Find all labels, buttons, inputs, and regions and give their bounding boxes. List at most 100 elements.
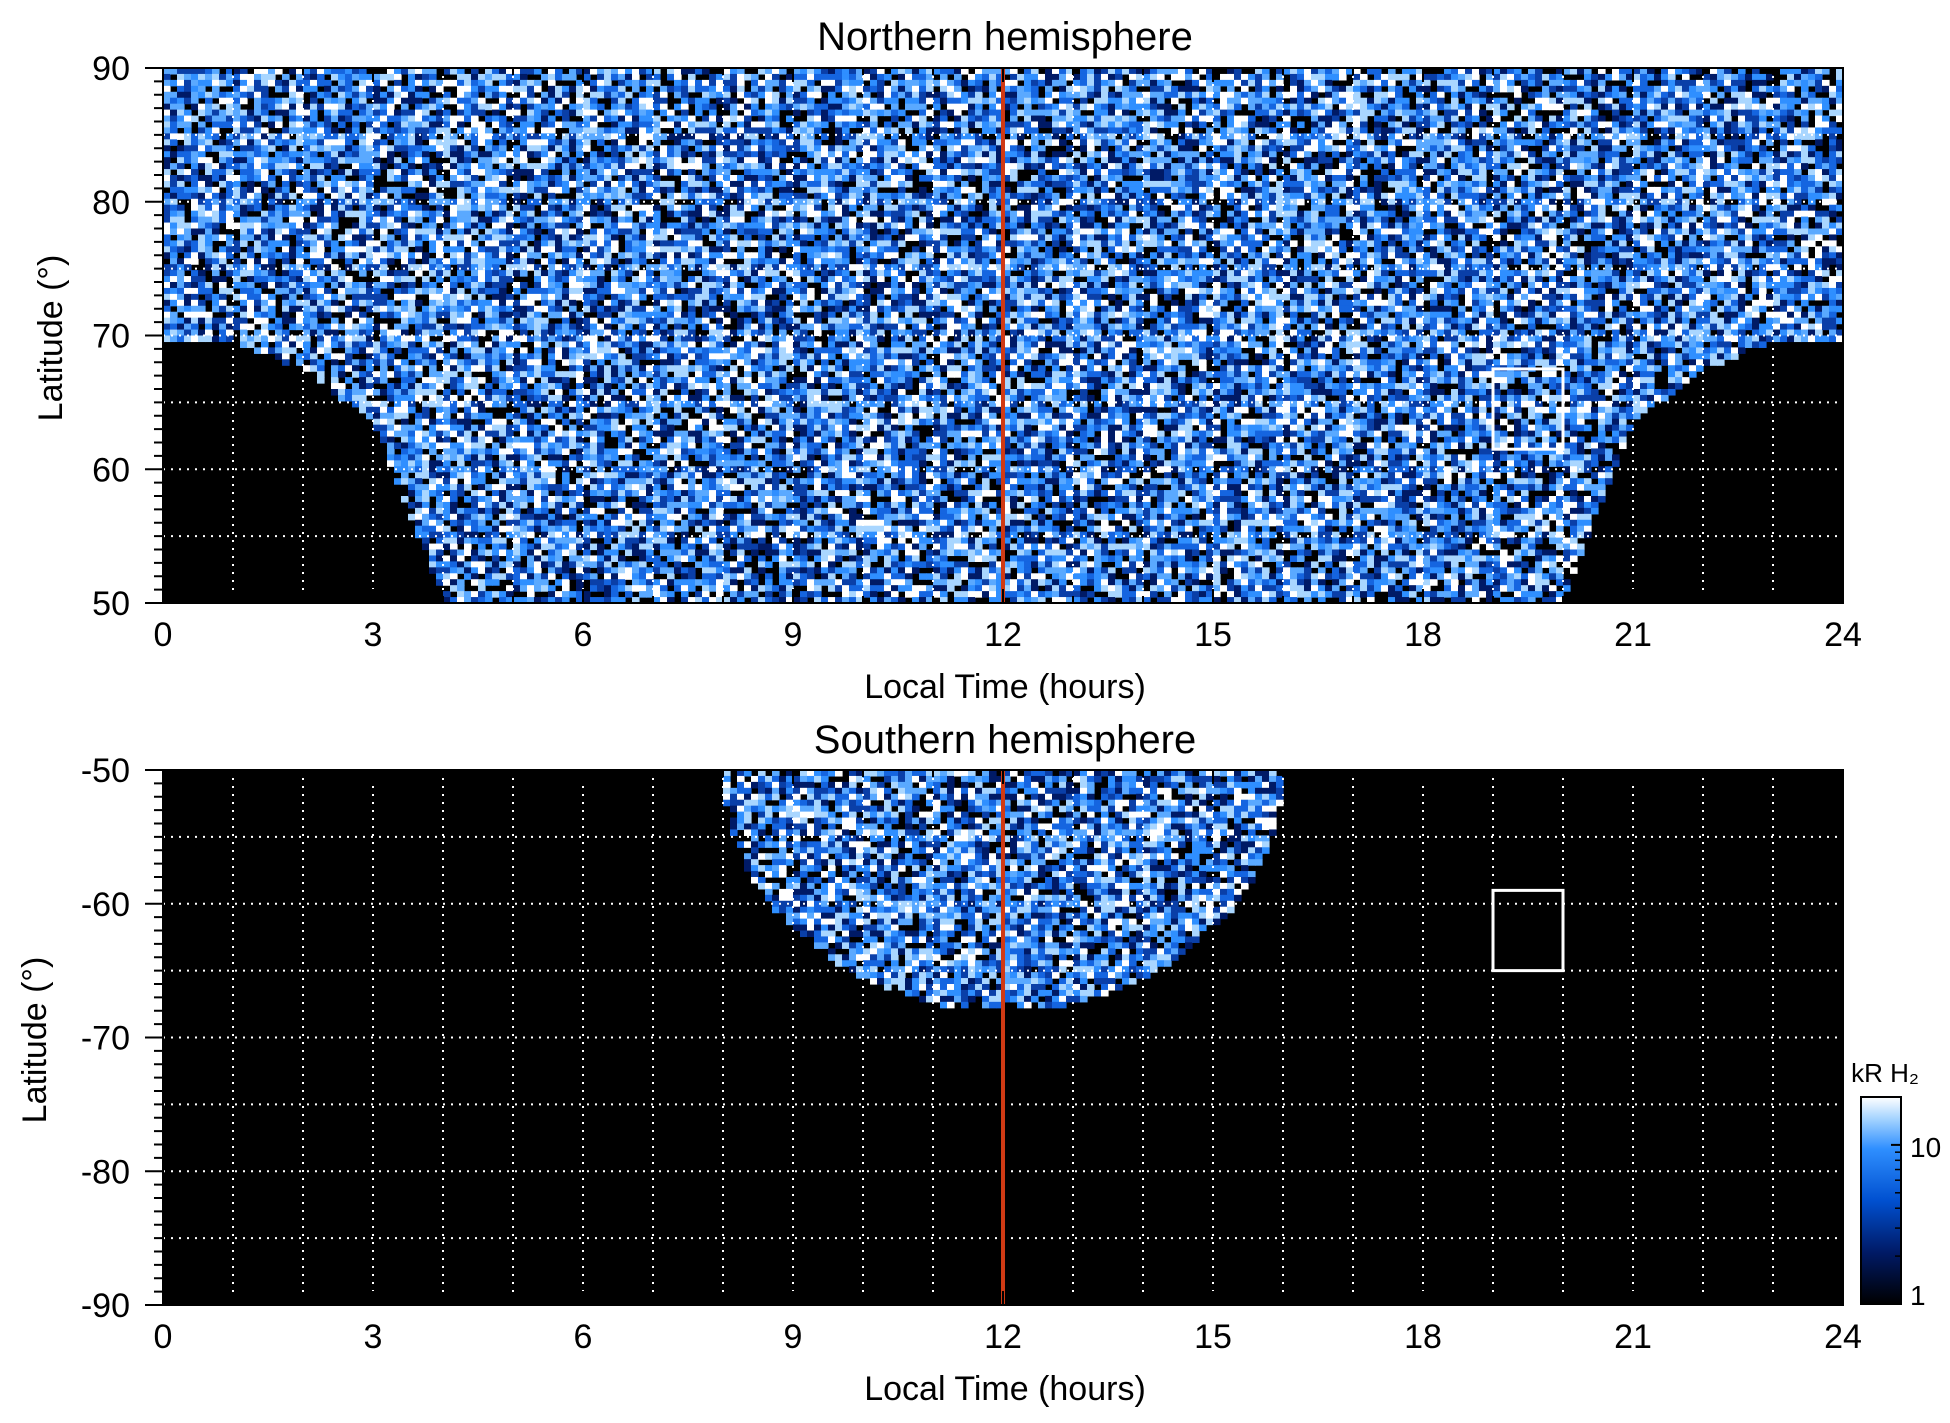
north-emission-cell xyxy=(625,490,633,497)
north-emission-cell xyxy=(534,567,542,574)
north-emission-cell xyxy=(548,252,556,259)
north-emission-cell xyxy=(331,157,339,164)
north-emission-cell xyxy=(667,478,675,485)
north-emission-cell xyxy=(394,478,402,485)
north-emission-cell xyxy=(422,519,430,527)
north-emission-cell xyxy=(688,573,696,580)
north-emission-cell xyxy=(492,400,500,408)
north-emission-cell xyxy=(240,109,248,117)
north-emission-cell xyxy=(233,121,241,129)
north-emission-cell xyxy=(611,145,619,152)
north-emission-cell xyxy=(730,264,738,271)
north-emission-cell xyxy=(597,252,605,259)
north-emission-cell xyxy=(639,311,647,319)
north-emission-cell xyxy=(478,543,486,551)
north-emission-cell xyxy=(541,424,549,432)
north-emission-cell xyxy=(527,222,535,230)
north-emission-cell xyxy=(387,204,395,212)
north-emission-cell xyxy=(359,270,367,277)
north-emission-cell xyxy=(303,186,311,194)
north-emission-cell xyxy=(198,127,206,134)
north-emission-cell xyxy=(457,145,465,152)
north-emission-cell xyxy=(345,276,353,283)
north-emission-cell xyxy=(611,377,619,384)
north-emission-cell xyxy=(401,109,409,117)
north-emission-cell xyxy=(198,240,206,247)
north-emission-cell xyxy=(401,103,409,111)
north-emission-cell xyxy=(485,591,493,598)
north-emission-cell xyxy=(597,549,605,557)
north-emission-cell xyxy=(688,436,696,444)
north-emission-cell xyxy=(499,371,507,378)
north-emission-cell xyxy=(534,329,542,337)
north-emission-cell xyxy=(674,418,682,426)
north-emission-cell xyxy=(443,264,451,271)
north-emission-cell xyxy=(681,329,689,337)
north-emission-cell xyxy=(373,347,381,354)
north-emission-cell xyxy=(723,234,731,241)
north-emission-cell xyxy=(541,573,549,580)
north-emission-cell xyxy=(331,115,339,123)
north-emission-cell xyxy=(660,276,668,283)
north-emission-cell xyxy=(674,139,682,146)
north-emission-cell xyxy=(548,454,556,461)
north-emission-cell xyxy=(184,264,192,271)
north-emission-cell xyxy=(688,424,696,432)
north-emission-cell xyxy=(730,460,738,467)
north-emission-cell xyxy=(429,210,437,218)
north-emission-cell xyxy=(625,73,633,81)
north-emission-cell xyxy=(457,151,465,158)
north-emission-cell xyxy=(513,377,521,384)
north-emission-cell xyxy=(205,329,213,337)
north-emission-cell xyxy=(310,133,318,140)
north-emission-cell xyxy=(170,151,178,158)
north-emission-cell xyxy=(471,109,479,117)
north-emission-cell xyxy=(716,234,724,241)
north-emission-cell xyxy=(254,91,262,99)
north-emission-cell xyxy=(499,347,507,354)
north-emission-cell xyxy=(205,68,213,75)
north-emission-cell xyxy=(611,543,619,551)
north-emission-cell xyxy=(471,507,479,515)
north-emission-cell xyxy=(513,151,521,158)
north-emission-cell xyxy=(653,490,661,497)
north-emission-cell xyxy=(520,192,528,200)
north-emission-cell xyxy=(569,519,577,527)
north-emission-cell xyxy=(310,323,318,331)
north-emission-cell xyxy=(583,365,591,372)
north-emission-cell xyxy=(506,365,514,372)
north-emission-cell xyxy=(408,347,416,354)
north-emission-cell xyxy=(625,311,633,319)
north-emission-cell xyxy=(359,139,367,146)
north-emission-cell xyxy=(464,371,472,378)
north-emission-cell xyxy=(275,210,283,218)
north-emission-cell xyxy=(723,228,731,236)
north-emission-cell xyxy=(499,591,507,598)
north-emission-cell xyxy=(541,418,549,426)
north-emission-cell xyxy=(576,406,584,414)
north-emission-cell xyxy=(282,347,290,354)
north-emission-cell xyxy=(457,139,465,146)
north-emission-cell xyxy=(527,127,535,134)
north-emission-cell xyxy=(632,543,640,551)
north-emission-cell xyxy=(394,329,402,337)
north-emission-cell xyxy=(464,537,472,545)
north-emission-cell xyxy=(478,597,486,603)
north-emission-cell xyxy=(506,299,514,307)
north-emission-cell xyxy=(443,145,451,152)
north-emission-cell xyxy=(632,317,640,325)
north-emission-cell xyxy=(632,157,640,164)
north-emission-cell xyxy=(534,430,542,438)
north-emission-cell xyxy=(275,97,283,105)
north-emission-cell xyxy=(254,198,262,206)
north-emission-cell xyxy=(702,198,710,206)
north-emission-cell xyxy=(576,496,584,503)
north-emission-cell xyxy=(240,228,248,236)
north-emission-cell xyxy=(254,293,262,301)
north-emission-cell xyxy=(730,163,738,170)
north-emission-cell xyxy=(625,347,633,354)
north-emission-cell xyxy=(730,192,738,200)
north-emission-cell xyxy=(674,293,682,301)
north-emission-cell xyxy=(450,597,458,603)
north-emission-cell xyxy=(646,323,654,331)
